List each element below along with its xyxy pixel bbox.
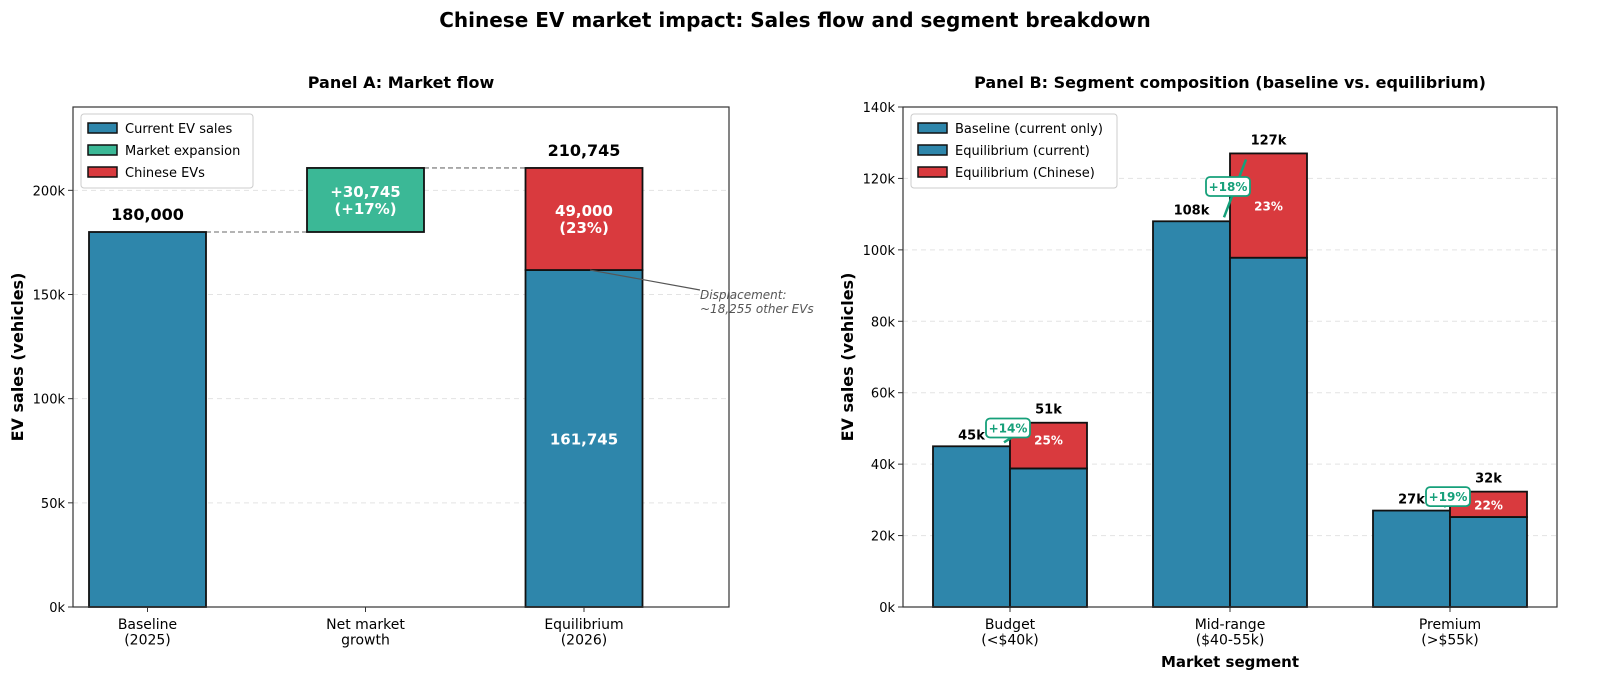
bar-value-label: 27k bbox=[1398, 493, 1425, 508]
figure-title: Chinese EV market impact: Sales flow and… bbox=[439, 8, 1151, 32]
y-tick-label: 200k bbox=[33, 184, 66, 199]
panel-b: 0k 20k 40k 60k 80k 100k 120k 140k Panel B: Segme… bbox=[838, 73, 1558, 671]
annotation-arrow bbox=[589, 269, 701, 291]
bar-baseline bbox=[1372, 509, 1451, 608]
chinese-share-label: 23% bbox=[1254, 200, 1283, 214]
y-tick-label: 140k bbox=[863, 101, 896, 116]
growth-badge bbox=[985, 417, 1031, 439]
legend-label: Chinese EVs bbox=[125, 166, 205, 181]
bar-total-label: 210,745 bbox=[548, 141, 621, 160]
y-axis-label: EV sales (vehicles) bbox=[838, 273, 857, 442]
bar-equilibrium-current bbox=[1449, 516, 1528, 608]
legend-swatch bbox=[917, 166, 948, 178]
bar-equilibrium-current bbox=[1009, 467, 1088, 608]
y-tick-label: 80k bbox=[871, 315, 896, 330]
y-tick-label: 100k bbox=[33, 393, 66, 408]
legend-label: Market expansion bbox=[125, 144, 240, 159]
legend-swatch bbox=[917, 144, 948, 156]
bar bbox=[88, 231, 207, 608]
legend-label: Equilibrium (Chinese) bbox=[955, 166, 1095, 181]
y-tick-label: 50k bbox=[41, 497, 66, 512]
y-tick-label: 20k bbox=[871, 530, 896, 545]
legend-label: Baseline (current only) bbox=[955, 122, 1103, 137]
panel-title: Panel B: Segment composition (baseline v… bbox=[974, 73, 1486, 92]
y-tick-label: 60k bbox=[871, 387, 896, 402]
bar-total-label: 127k bbox=[1251, 133, 1287, 148]
bar bbox=[524, 167, 644, 271]
legend bbox=[80, 113, 254, 189]
x-tick-label: Net market growth bbox=[326, 617, 405, 648]
legend-label: Current EV sales bbox=[125, 122, 233, 137]
bar-total-label: 51k bbox=[1035, 403, 1062, 418]
legend-swatch bbox=[87, 144, 118, 156]
x-tick-label: Baseline (2025) bbox=[118, 617, 177, 648]
bar-total-label: 32k bbox=[1475, 472, 1502, 487]
legend-label: Equilibrium (current) bbox=[955, 144, 1090, 159]
legend bbox=[910, 113, 1118, 189]
y-tick-label: 0k bbox=[49, 601, 65, 616]
x-tick-label: Mid-range ($40-55k) bbox=[1195, 617, 1266, 648]
legend-swatch bbox=[87, 122, 118, 134]
axes-frame bbox=[72, 106, 730, 608]
bar-baseline bbox=[1152, 220, 1231, 608]
bar-baseline bbox=[932, 445, 1011, 608]
bar-inner-label: 49,000 (23%) bbox=[555, 202, 613, 237]
y-tick-label: 40k bbox=[871, 458, 896, 473]
y-axis-label: EV sales (vehicles) bbox=[8, 273, 27, 442]
bar-value-label: 45k bbox=[958, 428, 985, 443]
y-tick-label: 150k bbox=[33, 289, 66, 304]
x-tick-label: Premium (>$55k) bbox=[1419, 617, 1481, 648]
y-tick-label: 0k bbox=[879, 601, 895, 616]
panel-a: 0k 50k 100k 150k 200k Panel A: Market flow EV … bbox=[8, 73, 814, 648]
legend-swatch bbox=[917, 122, 948, 134]
bar-value-label: 108k bbox=[1174, 203, 1210, 218]
growth-label: +14% bbox=[989, 422, 1028, 436]
bar bbox=[524, 269, 644, 608]
bar-total-label: 180,000 bbox=[111, 205, 184, 224]
y-tick-label: 120k bbox=[863, 172, 896, 187]
panel-title: Panel A: Market flow bbox=[308, 73, 495, 92]
bar bbox=[306, 167, 425, 233]
chinese-share-label: 25% bbox=[1034, 434, 1063, 448]
bar-inner-label: +30,745 (+17%) bbox=[330, 183, 400, 218]
x-tick-label: Budget (<$40k) bbox=[981, 617, 1038, 648]
growth-label: +19% bbox=[1429, 490, 1468, 504]
growth-badge bbox=[1205, 176, 1251, 197]
x-axis-label: Market segment bbox=[1161, 653, 1299, 671]
bar-equilibrium-current bbox=[1229, 256, 1308, 608]
growth-badge bbox=[1425, 486, 1471, 508]
y-tick-label: 100k bbox=[863, 244, 896, 259]
bar-inner-label: 161,745 bbox=[550, 431, 618, 449]
x-tick-label: Equilibrium (2026) bbox=[544, 617, 623, 648]
growth-label: +18% bbox=[1209, 180, 1248, 194]
legend-swatch bbox=[87, 166, 118, 178]
chinese-share-label: 22% bbox=[1474, 498, 1503, 512]
displacement-annotation: Displacement: ~18,255 other EVs bbox=[700, 288, 814, 316]
